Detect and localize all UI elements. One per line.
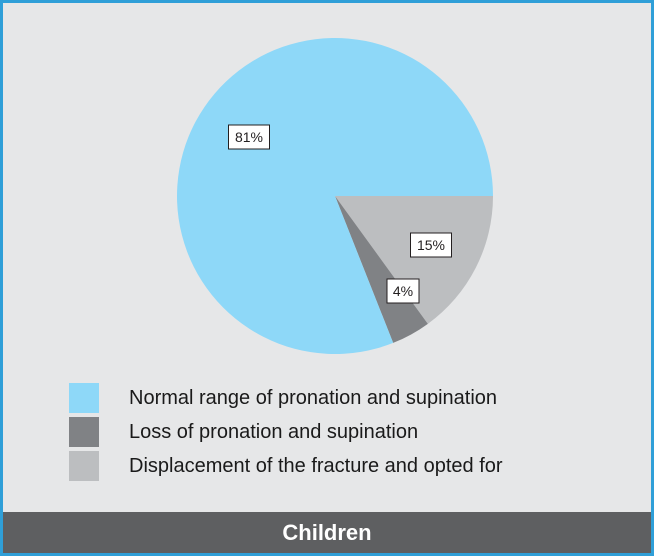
value-label-text: 4%: [393, 283, 413, 299]
footer-bar: Children: [3, 512, 651, 553]
footer-title: Children: [282, 519, 372, 545]
pie-value-labels: 15% 4% 81%: [228, 124, 452, 304]
value-label-text: 81%: [235, 129, 263, 145]
pie-value-label: 81%: [228, 124, 270, 150]
legend-item-displacement: Displacement of the fracture and opted f…: [69, 449, 503, 483]
legend-swatch-loss: [69, 417, 99, 447]
legend-label: Loss of pronation and supination: [129, 420, 419, 443]
value-label-box: [386, 278, 420, 304]
pie-value-label: 4%: [386, 278, 420, 304]
value-label-text: 15%: [417, 237, 445, 253]
pie-slices: [177, 38, 494, 355]
legend-item-loss: Loss of pronation and supination: [69, 415, 503, 449]
legend-label: Normal range of pronation and supination: [129, 386, 498, 409]
value-label-box: [228, 124, 270, 150]
pie-value-label: 15%: [410, 232, 452, 258]
value-label-box: [410, 232, 452, 258]
legend-swatch-normal-range: [69, 383, 99, 413]
legend-swatch-displacement: [69, 451, 99, 481]
pie-slice-displacement: [335, 196, 493, 324]
legend: Normal range of pronation and supination…: [69, 381, 503, 483]
pie-slice-normal: [177, 38, 494, 355]
pie-slice-loss: [335, 196, 428, 343]
legend-label: Displacement of the fracture and opted f…: [129, 454, 503, 477]
pie-chart: 15% 4% 81%: [177, 38, 494, 355]
legend-item-normal-range: Normal range of pronation and supination: [69, 381, 503, 415]
